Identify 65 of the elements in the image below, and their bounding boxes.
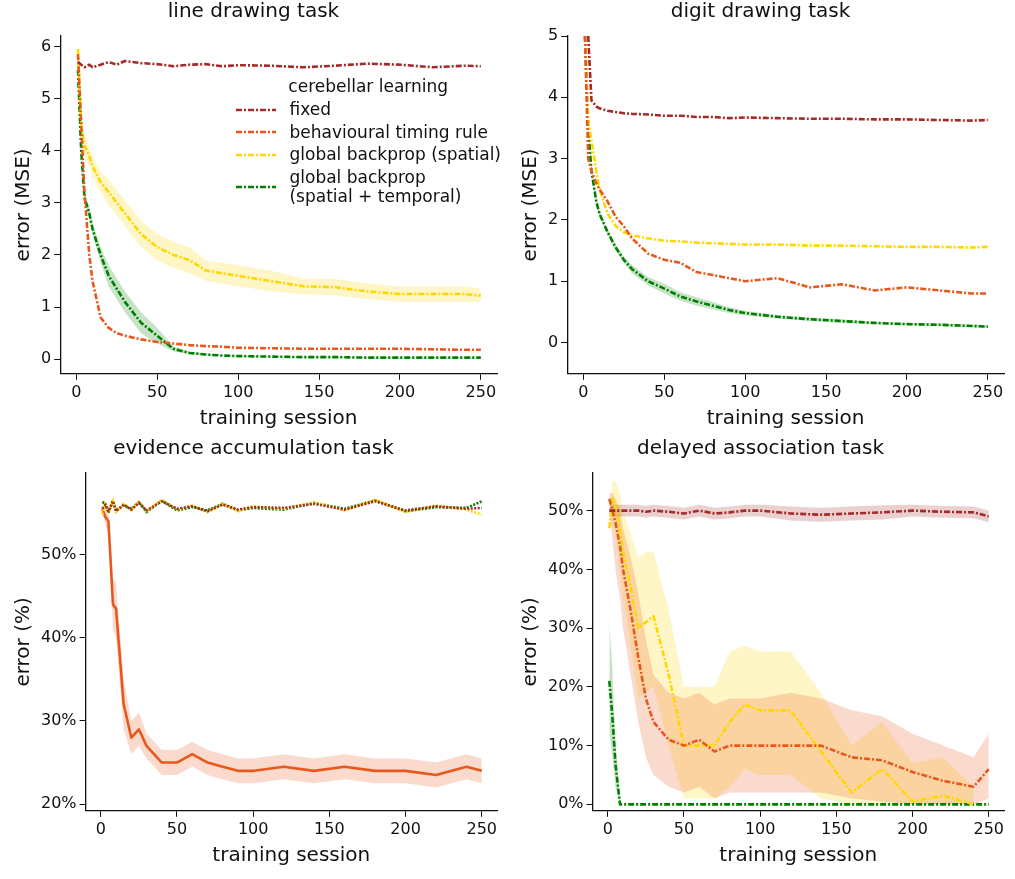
x-tick-label: 200 xyxy=(891,381,923,401)
line-series xyxy=(608,679,991,806)
x-tick-label: 50 xyxy=(147,381,168,401)
y-tick-label: 40% xyxy=(548,558,584,578)
y-tick-label: 0 xyxy=(547,331,559,351)
x-tick-label: 200 xyxy=(390,818,421,838)
x-axis-title: training session xyxy=(719,842,878,867)
y-tick-label: 30% xyxy=(41,710,77,730)
x-tick-label: 50 xyxy=(654,381,675,401)
y-tick-label: 6 xyxy=(40,35,52,55)
x-tick-label: 150 xyxy=(314,818,345,838)
x-tick-label: 50 xyxy=(166,818,188,838)
chart-title: digit drawing task xyxy=(670,0,851,23)
x-tick-label: 100 xyxy=(237,818,269,838)
y-tick-label: 50% xyxy=(41,543,77,563)
legend-label: behavioural timing rule xyxy=(289,121,489,143)
y-tick-label: 50% xyxy=(548,499,584,519)
chart-title: evidence accumulation task xyxy=(113,435,395,460)
y-tick-label: 1 xyxy=(40,296,52,316)
y-tick-label: 4 xyxy=(40,139,52,159)
line-series xyxy=(586,36,990,122)
y-tick-label: 5 xyxy=(547,25,559,45)
x-axis-title: training session xyxy=(706,405,865,430)
x-tick-label: 250 xyxy=(973,818,1005,838)
y-tick-label: 30% xyxy=(548,617,584,637)
y-tick-label: 10% xyxy=(548,734,584,754)
x-axis-title: training session xyxy=(212,842,371,867)
chart-title: delayed association task xyxy=(637,435,885,460)
y-tick-label: 20% xyxy=(41,793,77,813)
legend-label: fixed xyxy=(289,99,331,120)
x-tick-label: 250 xyxy=(972,381,1004,401)
y-tick-label: 2 xyxy=(40,244,52,264)
y-axis-title: error (%) xyxy=(517,597,542,687)
x-tick-label: 150 xyxy=(821,818,852,838)
x-tick-label: 0 xyxy=(95,818,106,838)
x-tick-label: 150 xyxy=(303,381,335,401)
y-axis-title: error (MSE) xyxy=(517,148,542,262)
y-tick-label: 5 xyxy=(40,87,52,107)
x-tick-label: 50 xyxy=(673,818,695,838)
x-tick-label: 100 xyxy=(744,818,776,838)
y-tick-label: 0 xyxy=(40,348,52,368)
x-axis-title: training session xyxy=(199,405,358,430)
y-tick-label: 1 xyxy=(547,270,559,290)
x-tick-label: 250 xyxy=(465,381,497,401)
y-tick-label: 4 xyxy=(547,86,559,106)
x-tick-label: 100 xyxy=(729,381,761,401)
chart-title: line drawing task xyxy=(167,0,340,23)
x-tick-label: 0 xyxy=(602,818,613,838)
legend-label: global backprop (spatial) xyxy=(289,144,501,165)
x-tick-label: 200 xyxy=(897,818,928,838)
y-axis-title: error (MSE) xyxy=(10,148,35,262)
y-tick-label: 3 xyxy=(547,147,559,167)
y-tick-label: 40% xyxy=(41,626,77,646)
x-tick-label: 150 xyxy=(810,381,842,401)
x-tick-label: 200 xyxy=(384,381,416,401)
line-series xyxy=(76,59,483,69)
y-tick-label: 0% xyxy=(558,793,584,813)
x-tick-label: 100 xyxy=(222,381,254,401)
legend-title: cerebellar learning xyxy=(287,76,450,96)
y-tick-label: 3 xyxy=(40,191,52,211)
legend-label: global backprop (spatial + temporal) xyxy=(289,166,462,207)
y-axis-title: error (%) xyxy=(10,597,35,687)
y-tick-label: 2 xyxy=(547,209,559,229)
x-tick-label: 250 xyxy=(466,818,498,838)
y-tick-label: 20% xyxy=(548,676,584,695)
